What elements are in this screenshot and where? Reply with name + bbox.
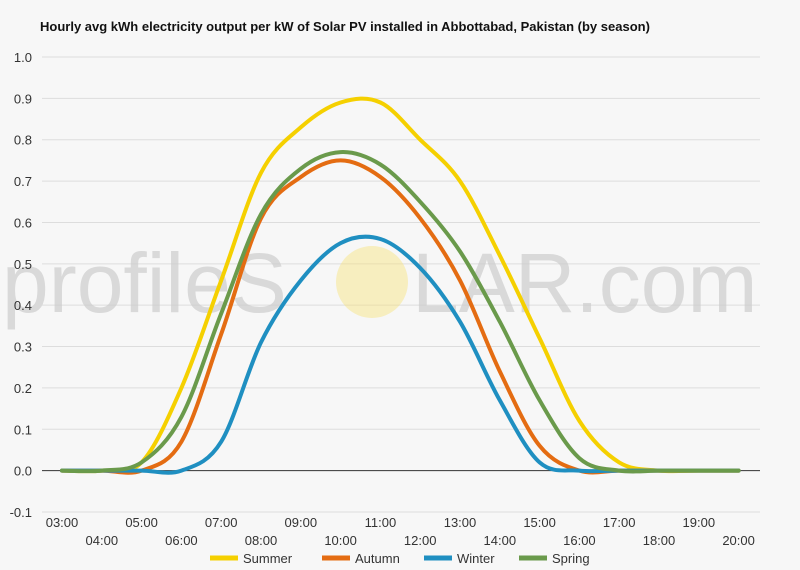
watermark: profileS LAR.com	[2, 236, 757, 330]
y-tick-label: 0.2	[14, 381, 32, 396]
legend-item-winter[interactable]: Winter	[424, 551, 495, 566]
y-tick-label: 0.9	[14, 91, 32, 106]
legend-label: Winter	[457, 551, 495, 566]
legend-item-summer[interactable]: Summer	[210, 551, 293, 566]
legend-item-spring[interactable]: Spring	[519, 551, 590, 566]
y-tick-label: 0.6	[14, 215, 32, 230]
series-line-spring	[60, 150, 741, 474]
watermark-sun-icon	[336, 246, 408, 318]
x-tick-label: 07:00	[205, 515, 238, 530]
y-tick-label: 0.3	[14, 340, 32, 355]
legend-label: Summer	[243, 551, 293, 566]
x-tick-label: 13:00	[444, 515, 477, 530]
y-tick-label: 0.7	[14, 174, 32, 189]
y-tick-label: 0.5	[14, 257, 32, 272]
series-lines	[60, 96, 741, 475]
x-tick-label: 04:00	[86, 533, 119, 548]
x-tick-label: 15:00	[523, 515, 556, 530]
legend-label: Spring	[552, 551, 590, 566]
y-tick-label: 0.0	[14, 464, 32, 479]
legend-label: Autumn	[355, 551, 400, 566]
x-tick-label: 14:00	[484, 533, 517, 548]
x-tick-label: 18:00	[643, 533, 676, 548]
legend-item-autumn[interactable]: Autumn	[322, 551, 400, 566]
x-tick-label: 06:00	[165, 533, 198, 548]
x-tick-label: 11:00	[365, 515, 397, 530]
legend[interactable]: Summer Autumn Winter Spring	[210, 551, 590, 566]
x-tick-label: 08:00	[245, 533, 278, 548]
series-line-summer	[60, 96, 741, 474]
x-tick-label: 05:00	[125, 515, 158, 530]
chart-title: Hourly avg kWh electricity output per kW…	[40, 19, 650, 34]
x-tick-label: 12:00	[404, 533, 437, 548]
y-tick-label: 0.8	[14, 133, 32, 148]
x-tick-label: 17:00	[603, 515, 636, 530]
x-tick-label: 20:00	[722, 533, 755, 548]
x-axis-ticks: 03:00 04:00 05:00 06:00 07:00 08:00 09:00 10:00…	[46, 515, 755, 548]
watermark-text-right: LAR.com	[412, 236, 757, 330]
x-tick-label: 19:00	[683, 515, 716, 530]
x-tick-label: 10:00	[324, 533, 357, 548]
x-tick-label: 16:00	[563, 533, 596, 548]
y-tick-label: 0.1	[14, 422, 32, 437]
y-tick-label: 1.0	[14, 50, 32, 65]
y-tick-label: 0.4	[14, 298, 32, 313]
y-axis-ticks: -0.1 0.0 0.1 0.2 0.3 0.4 0.5 0.6 0.7 0.8 0.9 1.0	[10, 50, 32, 520]
x-tick-label: 09:00	[285, 515, 318, 530]
y-tick-label: -0.1	[10, 505, 32, 520]
x-tick-label: 03:00	[46, 515, 79, 530]
